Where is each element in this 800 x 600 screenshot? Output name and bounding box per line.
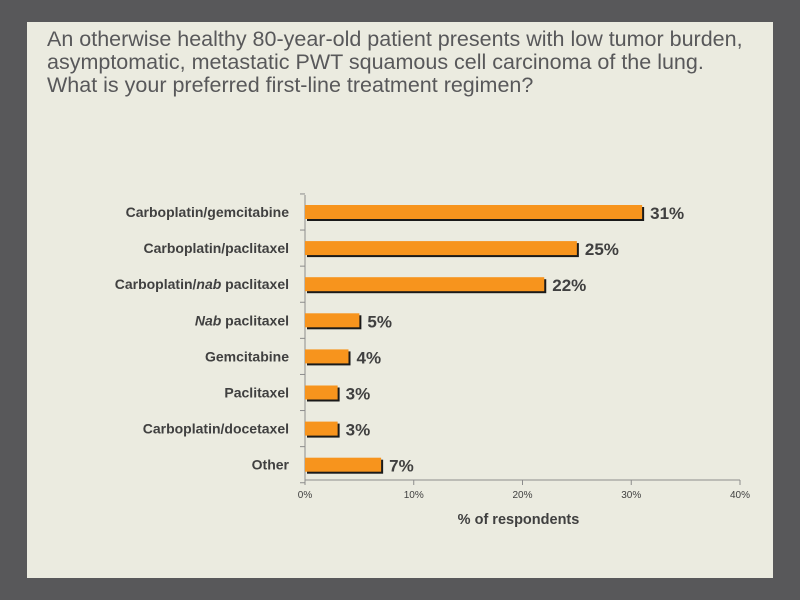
x-axis-title: % of respondents (458, 512, 580, 528)
category-label: Other (252, 457, 290, 473)
x-tick-label: 30% (621, 490, 641, 501)
bar-chart: 0% 10% 20% 30% 40% % of respondents Carboplati… (115, 193, 750, 528)
x-tick-label: 40% (730, 490, 750, 501)
value-label: 4% (357, 348, 382, 367)
value-label: 3% (346, 385, 371, 404)
value-label: 3% (346, 421, 371, 440)
question-text: An otherwise healthy 80-year-old patient… (47, 27, 743, 97)
bar (305, 385, 338, 400)
bar (305, 277, 545, 292)
slide: An otherwise healthy 80-year-old patient… (27, 22, 773, 578)
x-tick-label: 20% (512, 490, 532, 501)
category-label: Paclitaxel (224, 385, 289, 401)
value-label: 31% (650, 204, 684, 223)
x-tick-label: 0% (298, 490, 313, 501)
bar (305, 457, 382, 472)
bar (305, 205, 643, 219)
category-label: Carboplatin/docetaxel (143, 421, 289, 437)
category-label: Nab paclitaxel (195, 312, 289, 328)
category-label: Carboplatin/nab paclitaxel (115, 276, 289, 292)
category-label: Carboplatin/gemcitabine (126, 204, 290, 220)
value-label: 5% (367, 312, 392, 331)
value-label: 7% (389, 457, 414, 476)
bar (305, 241, 577, 256)
value-label: 25% (585, 240, 619, 259)
value-label: 22% (552, 276, 586, 295)
bar (305, 349, 349, 364)
category-label: Carboplatin/paclitaxel (144, 240, 289, 256)
bar (305, 313, 360, 328)
bar (305, 421, 338, 436)
x-tick-label: 10% (404, 490, 424, 501)
category-label: Gemcitabine (205, 348, 289, 364)
